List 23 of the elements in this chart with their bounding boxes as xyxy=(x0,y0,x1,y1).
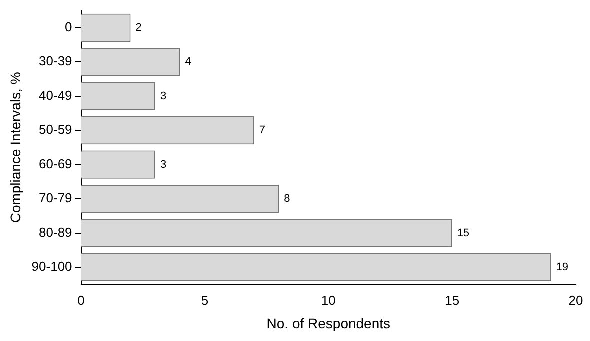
data-label: 3 xyxy=(160,90,167,102)
data-label: 7 xyxy=(259,124,266,137)
y-tick-label: 0 xyxy=(65,19,72,34)
x-tick-label: 10 xyxy=(321,292,336,308)
y-tick-label: 30-39 xyxy=(39,54,72,69)
y-tick-label: 80-89 xyxy=(39,224,72,240)
data-label: 8 xyxy=(284,193,290,206)
data-label: 4 xyxy=(185,56,192,68)
y-tick-label: 60-69 xyxy=(39,156,72,172)
data-label: 15 xyxy=(457,227,470,240)
data-label: 19 xyxy=(556,262,569,274)
y-tick-label: 90-100 xyxy=(32,259,72,274)
y-axis-title: Compliance Intervals, % xyxy=(7,72,24,224)
data-label: 3 xyxy=(160,158,167,171)
x-tick-label: 20 xyxy=(568,292,584,308)
y-tick-label: 40-49 xyxy=(39,88,72,103)
x-tick-label: 0 xyxy=(78,292,85,308)
y-tick-label: 70-79 xyxy=(39,190,72,206)
y-tick-label: 50-59 xyxy=(39,122,72,138)
x-tick-label: 15 xyxy=(445,292,460,308)
x-axis-title: No. of Respondents xyxy=(266,315,391,332)
data-label: 2 xyxy=(136,22,142,34)
x-tick-label: 5 xyxy=(201,292,209,308)
